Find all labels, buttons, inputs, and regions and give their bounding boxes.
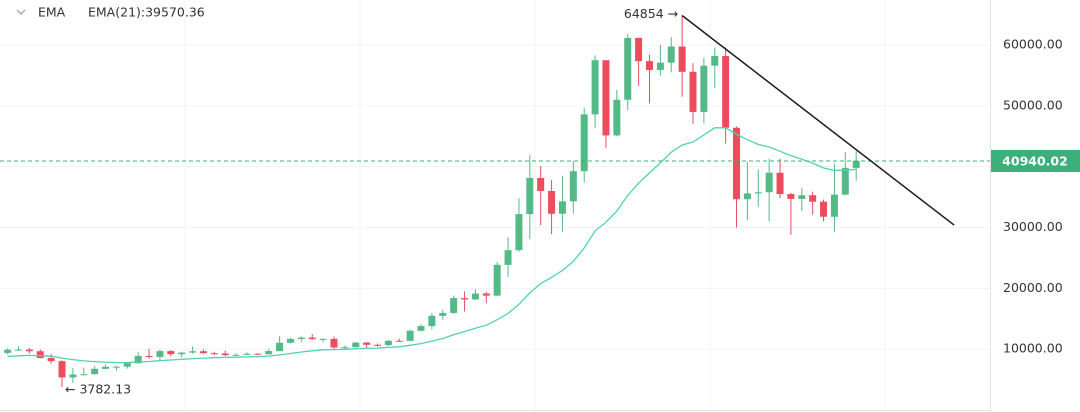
- candle-body: [700, 65, 708, 112]
- candle-body: [787, 194, 795, 199]
- candle-body: [743, 193, 751, 200]
- candle-body: [134, 355, 142, 364]
- candle-body: [711, 55, 719, 66]
- candle-body: [14, 349, 22, 351]
- candle-body: [91, 368, 99, 375]
- candle-body: [276, 342, 284, 352]
- candle-body: [286, 338, 294, 343]
- indicator-name[interactable]: EMA: [38, 5, 66, 20]
- y-tick-label: 30000.00: [1003, 219, 1063, 234]
- candle-body: [852, 160, 860, 168]
- candle-body: [809, 195, 817, 202]
- candle-body: [450, 298, 458, 313]
- candle-body: [765, 172, 773, 193]
- last-price-label: 40940.02: [1002, 153, 1068, 168]
- candle-body: [80, 374, 88, 376]
- candle-body: [515, 214, 523, 251]
- candle-body: [4, 349, 12, 353]
- candle-body: [656, 62, 664, 70]
- candle-body: [537, 177, 545, 192]
- candle-body: [221, 353, 229, 356]
- candle-body: [199, 351, 207, 354]
- candle-body: [733, 127, 741, 200]
- candle-body: [722, 55, 730, 128]
- candle-body: [319, 338, 327, 340]
- candle-body: [482, 293, 490, 296]
- candle-body: [69, 374, 77, 378]
- candle-body: [36, 351, 44, 359]
- candle-body: [232, 354, 240, 356]
- candle-body: [352, 342, 360, 348]
- candle-body: [602, 60, 610, 136]
- candle-body: [645, 61, 653, 70]
- candle-body: [112, 366, 120, 368]
- trendline: [681, 14, 955, 226]
- candle-body: [341, 347, 349, 349]
- candle-body: [210, 353, 218, 355]
- candle-body: [167, 351, 175, 355]
- candle-body: [308, 337, 316, 340]
- candle-body: [526, 177, 534, 215]
- candle-body: [58, 361, 66, 378]
- candle-body: [330, 338, 338, 348]
- candle-body: [461, 298, 469, 300]
- y-tick-label: 60000.00: [1003, 37, 1063, 52]
- candle-body: [493, 264, 501, 296]
- candle-body: [754, 192, 762, 194]
- candle-body: [635, 37, 643, 62]
- candle-body: [428, 315, 436, 327]
- candle-body: [667, 46, 675, 63]
- y-tick-label: 50000.00: [1003, 97, 1063, 112]
- candle-body: [830, 194, 838, 217]
- candle-body: [678, 46, 686, 72]
- grid: [0, 0, 990, 410]
- y-tick-label: 20000.00: [1003, 280, 1063, 295]
- candle-body: [395, 340, 403, 342]
- candle-body: [243, 353, 251, 355]
- candle-body: [417, 326, 425, 331]
- candle-body: [297, 337, 305, 339]
- candle-body: [406, 330, 414, 341]
- candle-body: [102, 366, 110, 369]
- candle-body: [624, 37, 632, 100]
- candle-body: [374, 344, 382, 346]
- candle-body: [689, 71, 697, 112]
- candle-body: [123, 363, 131, 367]
- last-price-badge: [991, 149, 1080, 172]
- candle-body: [841, 167, 849, 195]
- indicator-value: EMA(21):39570.36: [88, 5, 205, 20]
- plot: [0, 14, 990, 387]
- candle-body: [189, 351, 197, 353]
- collapse-icon[interactable]: [16, 9, 26, 15]
- candle-body: [145, 355, 153, 357]
- candle-body: [776, 172, 784, 195]
- candle-body: [47, 358, 55, 362]
- candle-body: [156, 351, 164, 357]
- candle-body: [548, 191, 556, 214]
- candle-body: [504, 250, 512, 265]
- candle-body: [580, 114, 588, 172]
- candle-body: [363, 342, 371, 345]
- candle-body: [178, 352, 186, 355]
- candle-body: [384, 340, 392, 346]
- candle-body: [558, 201, 566, 214]
- low-annotation: ← 3782.13: [65, 381, 131, 396]
- candle-body: [591, 60, 599, 115]
- candle-body: [254, 353, 262, 355]
- candle-body: [798, 195, 806, 199]
- ema-line: [7, 127, 857, 364]
- candle-body: [613, 99, 621, 136]
- candle-body: [439, 312, 447, 316]
- candle-body: [569, 171, 577, 202]
- candle-body: [265, 351, 273, 355]
- high-annotation: 64854 →: [624, 6, 678, 21]
- candle-body: [820, 201, 828, 217]
- candle-body: [25, 349, 33, 352]
- candle-body: [471, 293, 479, 300]
- y-tick-label: 10000.00: [1003, 341, 1063, 356]
